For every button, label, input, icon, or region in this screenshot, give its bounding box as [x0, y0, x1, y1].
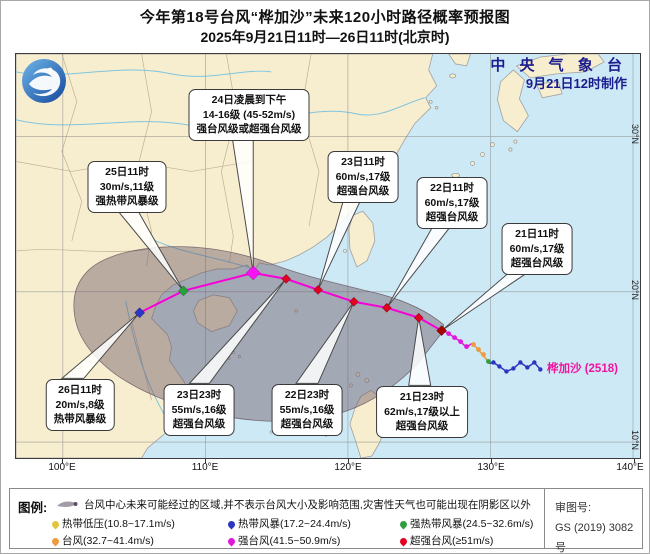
agency-watermark: 中 央 气 象 台 9月21日12时制作 [490, 57, 627, 92]
legend-note: 台风中心未来可能经过的区域,并不表示台风大小及影响范围,灾害性天气也可能出现在阴… [84, 499, 531, 511]
y-label-30n: 30°N [630, 123, 641, 145]
page-title: 今年第18号台风“桦加沙”未来120小时路径概率预报图 [139, 9, 511, 26]
legend-item-ty: 台风(32.7~41.4m/s) [50, 533, 154, 548]
legend-item-sty: 强台风(41.5~50.9m/s) [226, 533, 340, 548]
legend-title: 图例: [18, 501, 48, 515]
x-tick [62, 459, 63, 463]
superty-marker-icon [398, 536, 409, 547]
map-review-number: 审图号: GS (2019) 3082号 [555, 502, 634, 554]
callout-22d11h: 22日11时 60m/s,17级 超强台风级 [416, 177, 488, 230]
callout-22d23h: 22日23时 55m/s,16级 超强台风级 [271, 384, 343, 437]
legend-item-ts: 热带风暴(17.2~24.4m/s) [226, 516, 351, 531]
x-label-110e: 110°E [191, 462, 219, 473]
page-subtitle: 2025年9月21日11时—26日11时(北京时) [200, 29, 450, 45]
probability-cone [73, 246, 445, 422]
td-marker-icon [50, 519, 61, 530]
legend-item-superty: 超强台风(≥51m/s) [398, 533, 493, 548]
legend-item-td: 热带低压(10.8~17.1m/s) [50, 516, 175, 531]
sty-marker-icon [226, 536, 237, 547]
sts-marker-icon [398, 519, 409, 530]
callout-21d23h: 21日23时 62m/s,17级以上 超强台风级 [376, 386, 468, 439]
storm-name-label: 桦加沙 (2518) [547, 363, 618, 375]
forecast-points [134, 265, 447, 336]
history-points [446, 331, 543, 374]
callout-24d: 24日凌晨到下午 14-16级 (45-52m/s) 强台风级或超强台风级 [188, 89, 310, 142]
ts-marker-icon [226, 519, 237, 530]
cma-logo-icon [22, 59, 66, 103]
y-label-20n: 20°N [630, 279, 641, 301]
x-label-120e: 120°E [334, 462, 362, 473]
y-label-10n: 10°N [630, 429, 641, 451]
callout-23d11h: 23日11时 60m/s,17级 超强台风级 [327, 151, 399, 204]
x-tick [348, 459, 349, 463]
issue-time: 9月21日12时制作 [525, 75, 627, 91]
x-label-130e: 130°E [477, 462, 505, 473]
x-label-140e: 140°E [616, 462, 644, 473]
ty-marker-icon [50, 536, 61, 547]
x-tick [491, 459, 492, 463]
province-borders [16, 54, 320, 401]
callout-21d11h: 21日11时 60m/s,17级 超强台风级 [501, 223, 573, 276]
callout-26d11h: 26日11时 20m/s,8级 热带风暴级 [45, 379, 115, 432]
agency-name: 中 央 气 象 台 [490, 57, 627, 74]
legend-panel: 图例: 台风中心未来可能经过的区域,并不表示台风大小及影响范围,灾害性天气也可能… [9, 488, 643, 553]
x-tick [205, 459, 206, 463]
leader-wedges [60, 131, 536, 386]
x-tick [634, 459, 635, 463]
callout-25d11h: 25日11时 30m/s,11级 强热带风暴级 [87, 161, 167, 214]
callout-23d23h: 23日23时 55m/s,16级 超强台风级 [163, 384, 235, 437]
cone-icon [57, 501, 78, 507]
x-label-100e: 100°E [48, 462, 76, 473]
legend-item-sts: 强热带风暴(24.5~32.6m/s) [398, 516, 533, 531]
legend-divider [544, 489, 545, 548]
